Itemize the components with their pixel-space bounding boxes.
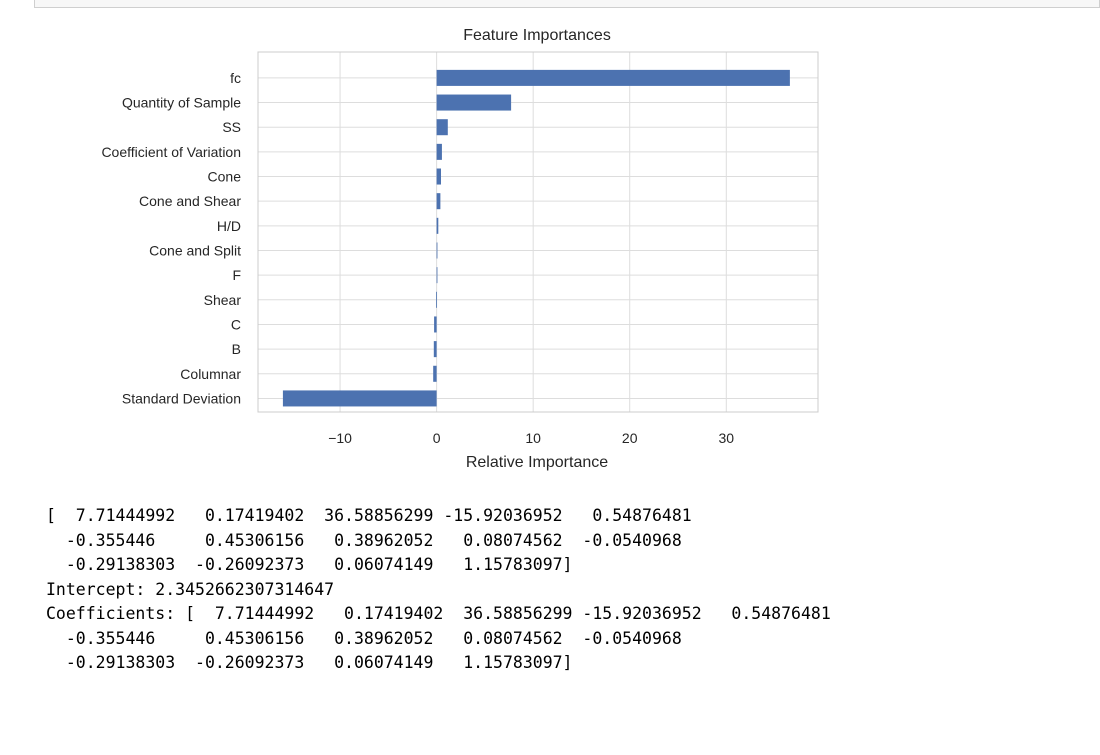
x-axis-label: Relative Importance	[466, 454, 608, 471]
coefficients-line: Coefficients: [ 7.71444992 0.17419402 36…	[46, 604, 831, 623]
bar	[436, 267, 438, 284]
bar	[436, 217, 439, 234]
bar	[433, 341, 437, 358]
bar	[436, 168, 441, 185]
console-output: [ 7.71444992 0.17419402 36.58856299 -15.…	[46, 504, 831, 676]
bar	[433, 365, 437, 382]
y-tick-label: Quantity of Sample	[122, 95, 241, 111]
bar	[436, 143, 442, 160]
x-tick-label: 30	[718, 430, 734, 446]
y-tick-label: Shear	[204, 292, 242, 308]
y-tick-label: Cone	[208, 169, 242, 185]
x-tick-label: 10	[525, 430, 541, 446]
x-tick-label: −10	[328, 430, 352, 446]
x-tick-label: 20	[622, 430, 638, 446]
x-tick-label: 0	[433, 430, 441, 446]
y-tick-label: F	[232, 267, 241, 283]
y-tick-label: SS	[222, 119, 241, 135]
bar	[436, 291, 437, 308]
bar	[282, 390, 437, 407]
y-tick-label: C	[231, 316, 241, 332]
x-tick-labels: −10 0 10 20 30	[328, 430, 734, 446]
intercept-line: Intercept: 2.3452662307314647	[46, 579, 335, 599]
y-tick-label: fc	[230, 70, 241, 86]
feature-importance-chart: fc Quantity of Sample SS Coefficient of Var…	[101, 27, 819, 471]
bar	[436, 242, 438, 259]
output-line: -0.355446 0.45306156 0.38962052 0.080745…	[46, 530, 682, 550]
bar	[436, 69, 790, 86]
output-line: [ 7.71444992 0.17419402 36.58856299 -15.…	[46, 506, 692, 525]
y-tick-labels: fc Quantity of Sample SS Coefficient of Var…	[101, 70, 241, 407]
y-tick-label: Coefficient of Variation	[101, 144, 241, 160]
bar	[436, 94, 512, 111]
y-tick-label: Columnar	[180, 366, 241, 382]
grid-lines	[258, 52, 818, 412]
bars	[282, 69, 790, 407]
chart-title: Feature Importances	[463, 27, 611, 44]
output-line: -0.355446 0.45306156 0.38962052 0.080745…	[46, 628, 682, 648]
bar	[436, 119, 448, 136]
y-tick-label: Cone and Split	[149, 242, 241, 258]
y-tick-label: B	[232, 341, 241, 357]
y-tick-label: H/D	[217, 218, 241, 234]
y-tick-label: Cone and Shear	[139, 193, 241, 209]
bar	[436, 193, 441, 210]
bar	[434, 316, 437, 333]
output-line: -0.29138303 -0.26092373 0.06074149 1.157…	[46, 653, 573, 672]
y-tick-label: Standard Deviation	[122, 390, 241, 406]
output-line: -0.29138303 -0.26092373 0.06074149 1.157…	[46, 555, 573, 574]
plot-frame	[257, 51, 819, 413]
